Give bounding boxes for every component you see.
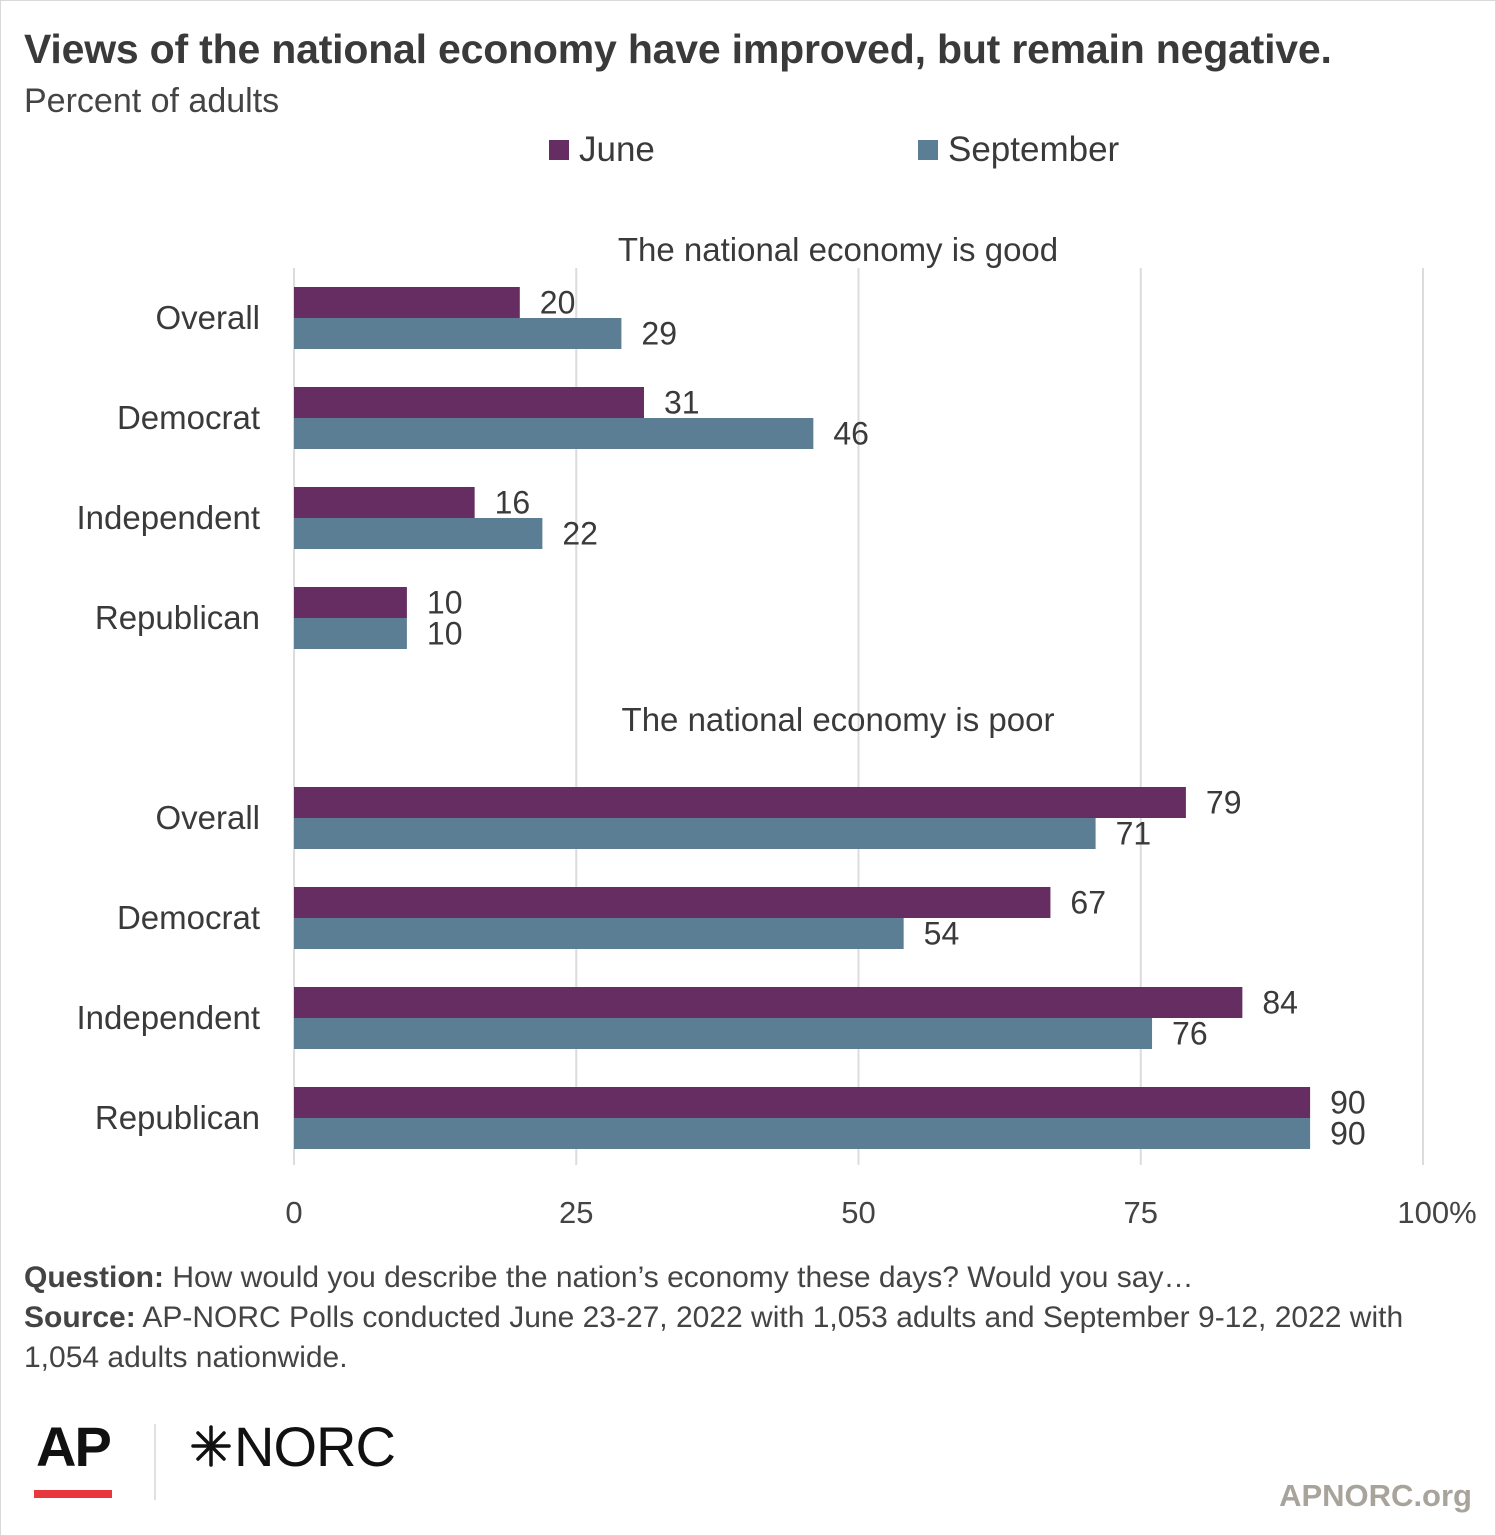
category-label: Democrat	[117, 899, 260, 936]
bar-june	[294, 987, 1243, 1018]
x-tick-label: 75	[1124, 1195, 1158, 1230]
data-label: 71	[1116, 816, 1152, 852]
bar-september	[294, 618, 407, 649]
data-label: 29	[641, 316, 677, 352]
data-label: 31	[664, 385, 700, 421]
data-label: 20	[540, 285, 576, 321]
bar-june	[294, 287, 520, 318]
bar-june	[294, 1087, 1311, 1118]
question-note: Question: How would you describe the nat…	[24, 1261, 1194, 1294]
category-label: Republican	[95, 599, 260, 636]
data-label: 54	[924, 916, 960, 952]
chart-notes: Question: How would you describe the nat…	[24, 1258, 1474, 1378]
x-tick-label: 25	[559, 1195, 593, 1230]
legend-swatch-september	[918, 140, 938, 160]
bar-september	[294, 818, 1096, 849]
bar-september	[294, 418, 814, 449]
category-label: Republican	[95, 1099, 260, 1136]
category-label: Overall	[155, 299, 260, 336]
chart-title: Views of the national economy have impro…	[24, 26, 1332, 72]
data-label: 79	[1206, 785, 1242, 821]
x-tick-label: 0	[285, 1195, 302, 1230]
data-label: 76	[1172, 1016, 1208, 1052]
site-url: APNORC.org	[1279, 1478, 1472, 1513]
data-label: 10	[427, 585, 463, 621]
category-label: Democrat	[117, 399, 260, 436]
bar-june	[294, 587, 407, 618]
legend-item-september: September	[918, 130, 1119, 170]
source-note: Source: AP-NORC Polls conducted June 23-…	[24, 1301, 1404, 1374]
bar-september	[294, 1118, 1311, 1149]
panel-label: The national economy is good	[618, 231, 1058, 268]
norc-logo: NORC	[188, 1414, 396, 1478]
chart-subtitle: Percent of adults	[24, 82, 280, 120]
bar-chart: 0 25 50 75 100% The national economy is good O…	[76, 231, 1476, 1230]
panel-label: The national economy is poor	[622, 701, 1055, 738]
data-label: 84	[1262, 985, 1298, 1021]
data-label: 46	[833, 416, 869, 452]
data-label: 90	[1330, 1116, 1366, 1152]
legend-swatch-june	[549, 140, 569, 160]
data-label: 22	[562, 516, 598, 552]
logo-divider	[154, 1424, 156, 1500]
category-label: Independent	[76, 499, 260, 536]
x-tick-label: 50	[841, 1195, 875, 1230]
bar-june	[294, 887, 1051, 918]
bar-june	[294, 787, 1186, 818]
data-label: 10	[427, 616, 463, 652]
norc-logo-text: NORC	[234, 1414, 396, 1478]
bar-september	[294, 518, 543, 549]
asterisk-star-icon	[191, 1425, 231, 1467]
bar-september	[294, 918, 904, 949]
ap-logo-underline	[34, 1490, 112, 1498]
data-label: 90	[1330, 1085, 1366, 1121]
bar-june	[294, 487, 475, 518]
legend-label-june: June	[579, 130, 655, 169]
bar-september	[294, 1018, 1153, 1049]
x-tick-label: 100%	[1397, 1195, 1476, 1230]
legend-label-september: September	[948, 130, 1120, 169]
ap-logo: AP	[36, 1415, 112, 1478]
category-label: Independent	[76, 999, 260, 1036]
bar-september	[294, 318, 622, 349]
data-label: 16	[495, 485, 531, 521]
legend-item-june: June	[549, 130, 655, 170]
data-label: 67	[1070, 885, 1106, 921]
category-label: Overall	[155, 799, 260, 836]
bar-june	[294, 387, 644, 418]
